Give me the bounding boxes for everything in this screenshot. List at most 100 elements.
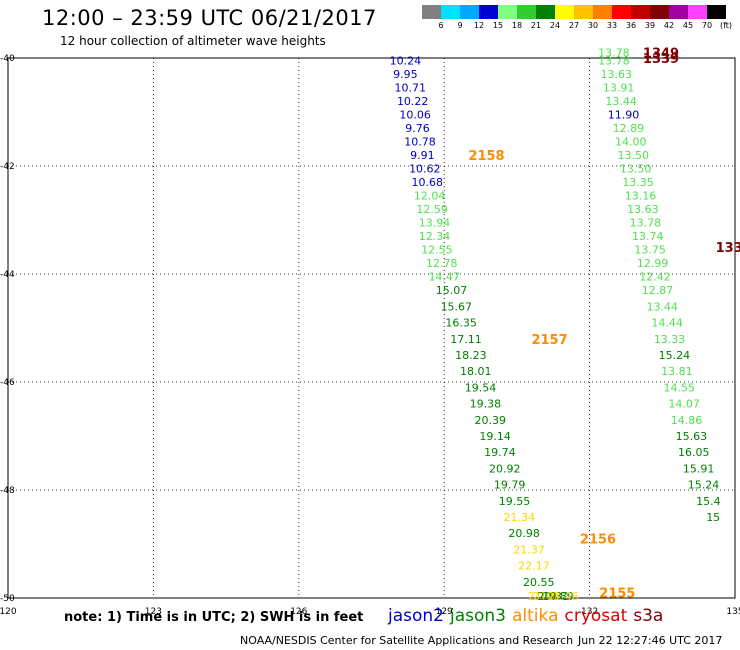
data-label-s3a: 13.50 xyxy=(617,149,649,162)
footer-note: note: 1) Time is in UTC; 2) SWH is in fe… xyxy=(64,610,364,625)
data-label-s3a: 13.78 xyxy=(598,47,630,60)
data-label-jason2: 18.01 xyxy=(460,365,492,378)
scale-label: 30 xyxy=(587,21,599,30)
data-label-s3a: 12.99 xyxy=(637,257,669,270)
legend-cryosat: cryosat xyxy=(564,606,628,626)
data-label-jason2: 12.59 xyxy=(416,203,448,216)
scale-swatch xyxy=(669,5,688,19)
data-label-s3a: 14.07 xyxy=(668,398,700,411)
data-label-s3a: 13.16 xyxy=(625,190,657,203)
data-label-jason2: 9.95 xyxy=(393,68,418,81)
data-label-s3a: 12.42 xyxy=(639,271,671,284)
data-label-jason2: 20.55 xyxy=(523,576,555,589)
scale-label: 27 xyxy=(568,21,580,30)
time-annotation: 2157 xyxy=(531,333,567,348)
legend-altika: altika xyxy=(512,606,559,626)
data-label-jason2: 21.46 xyxy=(547,590,579,603)
data-label-jason2: 10.22 xyxy=(397,95,429,108)
data-label-jason2: 12.55 xyxy=(421,244,453,257)
data-label-s3a: 13.44 xyxy=(647,300,679,313)
legend-jason2: jason2 xyxy=(388,606,444,626)
scale-swatch xyxy=(536,5,555,19)
data-label-jason2: 19.74 xyxy=(484,446,516,459)
data-label-s3a: 13.63 xyxy=(627,203,659,216)
scale-swatch xyxy=(707,5,726,19)
data-label-s3a: 15 xyxy=(706,511,720,524)
data-label-jason2: 9.91 xyxy=(410,149,435,162)
timestamp-text: Jun 22 12:27:46 UTC 2017 xyxy=(578,634,723,647)
data-label-s3a: 13.78 xyxy=(630,217,662,230)
data-label-jason2: 16.35 xyxy=(445,317,477,330)
y-tick-label: -50 xyxy=(0,594,15,604)
scale-label: 24 xyxy=(549,21,561,30)
scale-label: 15 xyxy=(492,21,504,30)
y-tick-label: -40 xyxy=(0,54,15,64)
x-tick-label: 123 xyxy=(145,607,162,617)
scale-unit: (ft) xyxy=(720,21,733,30)
data-label-s3a: 13.81 xyxy=(661,365,693,378)
data-label-jason2: 12.78 xyxy=(426,257,458,270)
data-label-jason2: 20.32 xyxy=(538,590,570,603)
scale-swatch xyxy=(612,5,631,19)
x-tick-label: 132 xyxy=(581,607,598,617)
data-label-s3a: 15.24 xyxy=(688,479,720,492)
data-label-jason2: 21.60 xyxy=(528,590,560,603)
data-label-s3a: 13.74 xyxy=(632,230,664,243)
data-label-s3a: 13.35 xyxy=(622,176,654,189)
data-label-jason2: 20.98 xyxy=(508,527,540,540)
data-label-s3a: 15.24 xyxy=(659,349,691,362)
page-title: 12:00 – 23:59 UTC 06/21/2017 xyxy=(42,6,377,30)
data-label-s3a: 13.33 xyxy=(654,333,686,346)
scale-label: 45 xyxy=(682,21,694,30)
data-label-s3a: 16.05 xyxy=(678,446,710,459)
scale-label: 33 xyxy=(606,21,618,30)
data-label-jason2: 12.34 xyxy=(419,230,451,243)
scale-swatch xyxy=(517,5,536,19)
data-label-jason2: 15.67 xyxy=(441,300,473,313)
time-annotation: 2156 xyxy=(580,533,616,548)
scale-label: 36 xyxy=(625,21,637,30)
scale-swatch xyxy=(498,5,517,19)
x-tick-label: 129 xyxy=(436,607,453,617)
data-label-jason2: 10.68 xyxy=(411,176,443,189)
data-label-jason2: 19.55 xyxy=(499,495,531,508)
data-label-jason2: 19.38 xyxy=(470,398,502,411)
y-tick-label: -44 xyxy=(0,270,15,280)
data-label-s3a: 14.44 xyxy=(651,317,683,330)
scale-swatch xyxy=(650,5,669,19)
data-label-s3a: 13.63 xyxy=(601,68,633,81)
data-label-jason2: 21.34 xyxy=(504,511,536,524)
data-label-jason2: 21.04 xyxy=(533,590,565,603)
satellite-legend: jason2 jason3 altika cryosat s3a xyxy=(388,606,669,626)
data-label-jason2: 20.39 xyxy=(474,414,506,427)
data-label-jason2: 15.07 xyxy=(436,284,468,297)
legend-s3a: s3a xyxy=(633,606,664,626)
y-tick-label: -48 xyxy=(0,486,15,496)
data-label-jason2: 9.76 xyxy=(405,122,430,135)
data-label-s3a: 12.87 xyxy=(642,284,674,297)
page-subtitle: 12 hour collection of altimeter wave hei… xyxy=(60,34,326,48)
scale-swatch xyxy=(688,5,707,19)
data-label-s3a: 13.78 xyxy=(598,55,630,68)
data-label-jason2: 13.94 xyxy=(419,217,451,230)
scale-swatch xyxy=(631,5,650,19)
data-label-s3a: 14.86 xyxy=(671,414,703,427)
data-label-jason2: 12.04 xyxy=(414,190,446,203)
data-label-s3a: 12.89 xyxy=(613,122,645,135)
data-label-s3a: 13.91 xyxy=(603,82,635,95)
scale-swatch xyxy=(574,5,593,19)
data-label-s3a: 13.44 xyxy=(605,95,637,108)
x-tick-label: 135 xyxy=(726,607,740,617)
scale-label: 39 xyxy=(644,21,656,30)
time-annotation: 2158 xyxy=(468,149,504,164)
data-label-jason2: 10.06 xyxy=(399,109,431,122)
scale-swatch xyxy=(422,5,441,19)
data-label-jason2: 10.78 xyxy=(404,136,436,149)
y-tick-label: -46 xyxy=(0,378,15,388)
scale-swatch xyxy=(460,5,479,19)
data-label-jason2: 22.17 xyxy=(518,560,550,573)
legend-jason3: jason3 xyxy=(450,606,506,626)
data-label-s3a: 14.55 xyxy=(664,381,696,394)
scale-label: 18 xyxy=(511,21,523,30)
